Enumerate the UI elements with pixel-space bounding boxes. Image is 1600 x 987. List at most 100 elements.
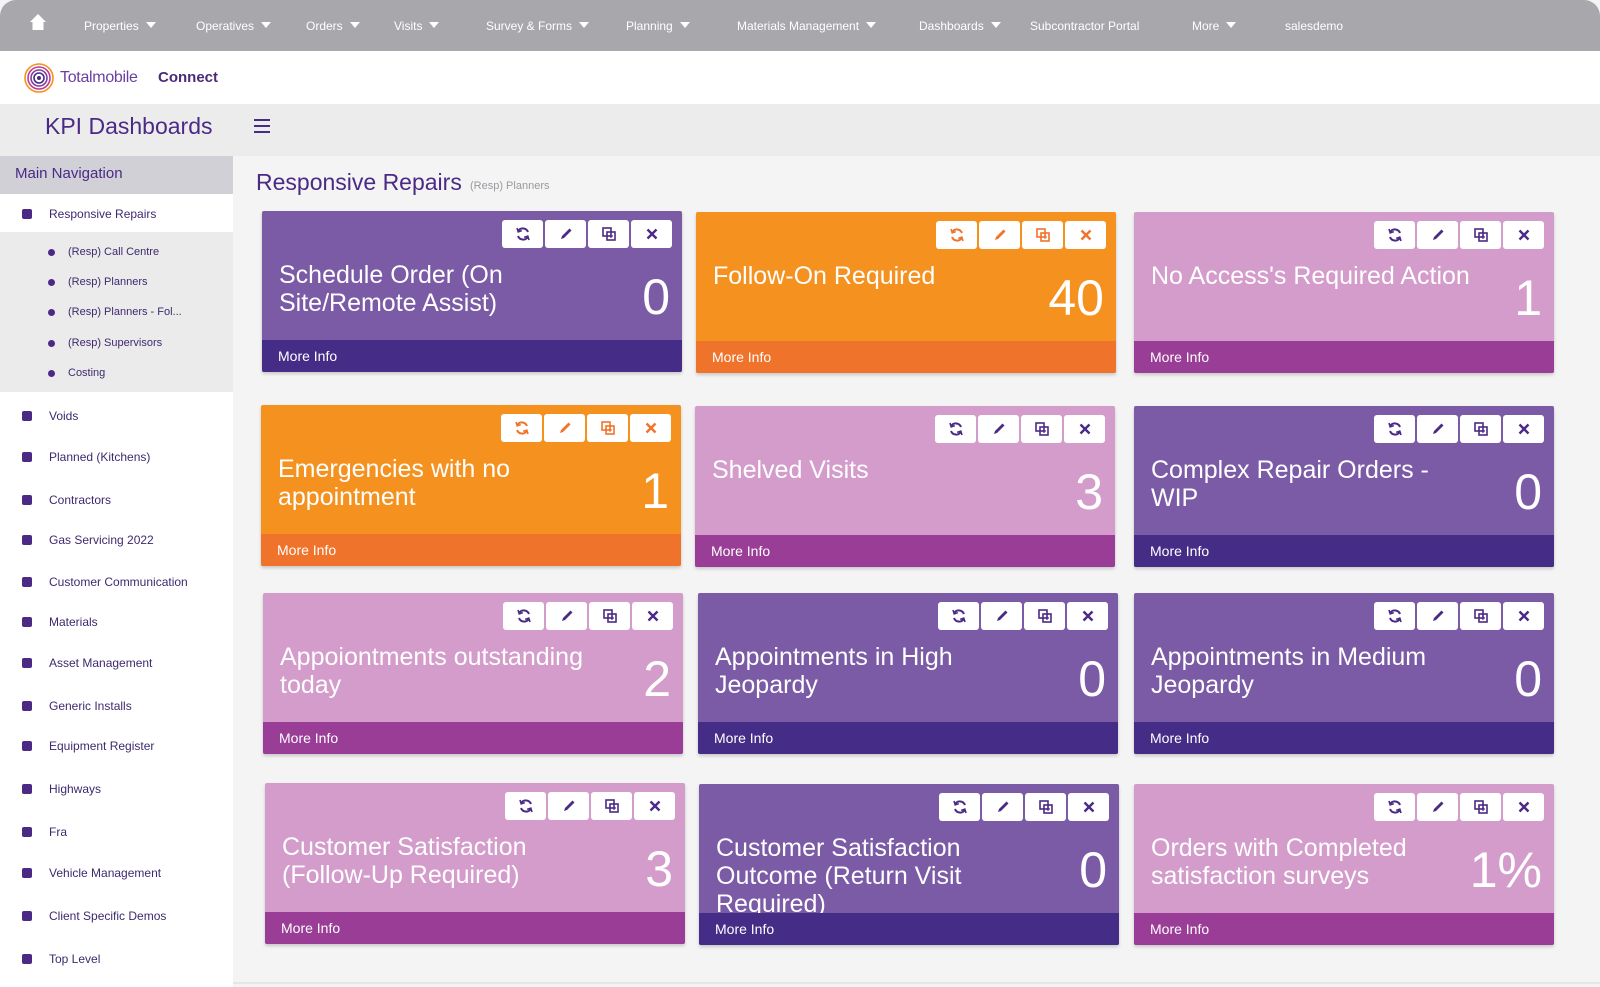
edit-button[interactable] [544,414,585,442]
refresh-button[interactable] [1374,793,1415,821]
remove-button[interactable] [634,792,675,820]
more-info-link[interactable]: More Info [715,921,775,937]
remove-button[interactable] [1503,793,1544,821]
bullet-icon [22,658,32,668]
refresh-button[interactable] [505,792,546,820]
nav-label: Operatives [196,19,255,33]
more-info-link[interactable]: More Info [1150,921,1210,937]
section-title: Responsive Repairs [256,169,462,195]
refresh-button[interactable] [939,793,980,821]
nav-materials-management[interactable]: Materials Management [737,18,877,34]
chevron-down-icon [429,22,440,28]
more-info-link[interactable]: More Info [714,730,774,746]
bullet-icon [48,340,55,347]
copy-button[interactable] [1021,415,1062,443]
refresh-button[interactable] [1374,415,1415,443]
edit-button[interactable] [1417,602,1458,630]
nav-user-account[interactable]: salesdemo [1285,18,1343,34]
pencil-icon [560,228,571,239]
refresh-button[interactable] [935,415,976,443]
copy-button[interactable] [591,792,632,820]
remove-button[interactable] [1503,602,1544,630]
copy-button[interactable] [1024,602,1065,630]
nav-orders[interactable]: Orders [306,18,360,34]
copy-button[interactable] [589,602,630,630]
card-toolbar [1374,793,1544,821]
sidebar-item-label: Planned (Kitchens) [49,450,151,464]
card-toolbar [935,415,1105,443]
refresh-button[interactable] [1374,221,1415,249]
card-toolbar [939,793,1109,821]
remove-button[interactable] [1064,415,1105,443]
more-info-link[interactable]: More Info [278,348,338,364]
remove-button[interactable] [1503,415,1544,443]
copy-icon [1473,228,1488,242]
remove-button[interactable] [1067,602,1108,630]
copy-icon [604,799,619,813]
remove-button[interactable] [1065,221,1106,249]
refresh-button[interactable] [936,221,977,249]
bullet-icon [48,279,55,286]
kpi-title: Complex Repair Orders - WIP [1151,456,1429,512]
copy-button[interactable] [1022,221,1063,249]
edit-button[interactable] [545,220,586,248]
more-info-link[interactable]: More Info [277,542,337,558]
sidebar-heading-bar [0,156,233,194]
nav-visits[interactable]: Visits [394,18,440,34]
copy-button[interactable] [1460,415,1501,443]
copy-button[interactable] [1460,221,1501,249]
nav-planning[interactable]: Planning [626,18,690,34]
nav-more[interactable]: More [1192,18,1237,34]
edit-button[interactable] [979,221,1020,249]
copy-button[interactable] [1460,793,1501,821]
sidebar-subitem-label: (Resp) Supervisors [68,337,163,349]
hamburger-menu-icon[interactable] [254,119,270,133]
kpi-card: Complex Repair Orders - WIP 0 More Info [1134,406,1554,567]
copy-button[interactable] [587,414,628,442]
remove-button[interactable] [631,220,672,248]
sidebar-item-label: Materials [49,615,98,629]
more-info-link[interactable]: More Info [712,349,772,365]
edit-button[interactable] [548,792,589,820]
edit-button[interactable] [981,602,1022,630]
more-info-link[interactable]: More Info [281,920,341,936]
copy-icon [1473,609,1488,623]
kpi-title: Orders with Completed satisfaction surve… [1151,834,1407,890]
nav-survey-forms[interactable]: Survey & Forms [486,18,590,34]
edit-button[interactable] [1417,793,1458,821]
remove-button[interactable] [1068,793,1109,821]
more-info-link[interactable]: More Info [1150,730,1210,746]
home-icon[interactable] [29,13,47,31]
bullet-icon [22,452,32,462]
nav-label: Dashboards [919,19,984,33]
nav-operatives[interactable]: Operatives [196,18,272,34]
nav-dashboards[interactable]: Dashboards [919,18,1001,34]
refresh-button[interactable] [1374,602,1415,630]
sidebar-subitem-label: (Resp) Planners - Fol... [68,306,182,318]
edit-button[interactable] [982,793,1023,821]
kpi-title: Appoiontments outstanding today [280,643,583,699]
more-info-link[interactable]: More Info [279,730,339,746]
remove-button[interactable] [632,602,673,630]
chevron-down-icon [349,22,360,28]
remove-button[interactable] [630,414,671,442]
refresh-button[interactable] [501,414,542,442]
more-info-link[interactable]: More Info [1150,543,1210,559]
edit-button[interactable] [978,415,1019,443]
refresh-button[interactable] [938,602,979,630]
refresh-button[interactable] [503,602,544,630]
bullet-icon [22,495,32,505]
refresh-icon [514,421,529,435]
remove-button[interactable] [1503,221,1544,249]
copy-button[interactable] [1025,793,1066,821]
edit-button[interactable] [1417,221,1458,249]
copy-button[interactable] [1460,602,1501,630]
edit-button[interactable] [1417,415,1458,443]
more-info-link[interactable]: More Info [711,543,771,559]
nav-subcontractor-portal[interactable]: Subcontractor Portal [1030,18,1139,34]
copy-button[interactable] [588,220,629,248]
edit-button[interactable] [546,602,587,630]
refresh-button[interactable] [502,220,543,248]
nav-properties[interactable]: Properties [84,18,156,34]
more-info-link[interactable]: More Info [1150,349,1210,365]
